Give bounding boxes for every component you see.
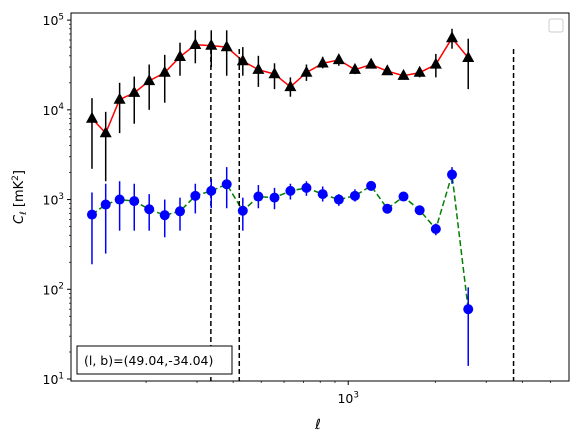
- y-tick-label: 104: [43, 102, 65, 118]
- y-tick-label: 101: [43, 371, 64, 387]
- series-1-triangle-marker: [205, 38, 218, 50]
- series-2-circle-marker: [317, 189, 328, 200]
- annotation-text: (l, b)=(49.04,-34.04): [84, 353, 213, 368]
- series-2-circle-marker: [333, 194, 344, 205]
- series-1-triangle-marker: [381, 64, 394, 76]
- series-2-circle-marker: [129, 196, 140, 207]
- series-2-circle-marker: [100, 199, 111, 210]
- series-1-triangle-marker: [446, 31, 459, 43]
- y-axis-label: Cℓ [mK2]: [11, 170, 29, 224]
- series-1-triangle-marker: [365, 57, 378, 69]
- x-tick-label: 103: [337, 390, 358, 406]
- legend-box: [548, 18, 564, 33]
- x-axis-label: ℓ: [314, 417, 321, 433]
- series-2-circle-marker: [382, 203, 393, 214]
- series-1-triangle-marker: [332, 53, 345, 65]
- series-2-circle-marker: [301, 182, 312, 193]
- series-1-triangle-marker: [268, 67, 281, 79]
- series-1-triangle-marker: [462, 50, 475, 62]
- series-2-circle-marker: [463, 304, 474, 315]
- series-1-triangle-marker: [429, 57, 442, 69]
- data-markers: [85, 31, 475, 315]
- series-1-triangle-marker: [113, 92, 126, 104]
- y-tick-label: 105: [43, 12, 64, 28]
- series-1-triangle-marker: [143, 74, 156, 86]
- vertical-dashed-lines: [210, 49, 515, 381]
- series-1-triangle-marker: [236, 54, 249, 66]
- series-1-triangle-marker: [284, 80, 297, 92]
- series-2-circle-marker: [253, 191, 264, 202]
- series-2-circle-marker: [430, 223, 441, 234]
- series-1-triangle-marker: [316, 56, 329, 68]
- series-1-triangle-marker: [189, 38, 202, 50]
- series-1-triangle-marker: [397, 68, 410, 80]
- series-2-circle-marker: [159, 210, 170, 221]
- series-2-circle-marker: [269, 192, 280, 203]
- series-1-triangle-marker: [173, 49, 186, 61]
- series-2-circle-marker: [114, 194, 125, 205]
- x-axis: 103: [145, 381, 551, 406]
- annotation-frame: [76, 345, 233, 375]
- series-2-circle-marker: [190, 190, 201, 201]
- series-1-triangle-marker: [348, 62, 361, 74]
- series-2-circle-marker: [349, 190, 360, 201]
- series-2-circle-marker: [414, 205, 425, 216]
- series-1-triangle-marker: [85, 111, 98, 123]
- series-2-circle-marker: [174, 206, 185, 217]
- series-1-triangle-marker: [158, 65, 171, 77]
- series-2-circle-marker: [285, 185, 296, 196]
- series-2-circle-marker: [398, 191, 409, 202]
- series-2-circle-marker: [221, 179, 232, 190]
- y-tick-label: 103: [43, 192, 64, 208]
- y-axis: 101 102 103 104 105: [43, 12, 71, 387]
- series-1-triangle-marker: [99, 126, 112, 138]
- y-axis-label-group: Cℓ [mK2]: [11, 170, 29, 224]
- series-2-circle-marker: [447, 169, 458, 180]
- series-1-triangle-marker: [128, 85, 141, 97]
- series-2-circle-marker: [206, 185, 217, 196]
- series-2-circle-marker: [237, 205, 248, 216]
- series-2-circle-marker: [366, 180, 377, 191]
- series-2-circle-marker: [86, 209, 97, 220]
- annotation-box: (l, b)=(49.04,-34.04): [76, 345, 233, 375]
- series-1-triangle-marker: [220, 40, 233, 52]
- series-2-circle-marker: [144, 204, 155, 215]
- series-1-triangle-marker: [252, 62, 265, 74]
- series-1-triangle-marker: [300, 65, 313, 77]
- y-tick-label: 102: [43, 282, 64, 298]
- series-1-triangle-marker: [413, 65, 426, 77]
